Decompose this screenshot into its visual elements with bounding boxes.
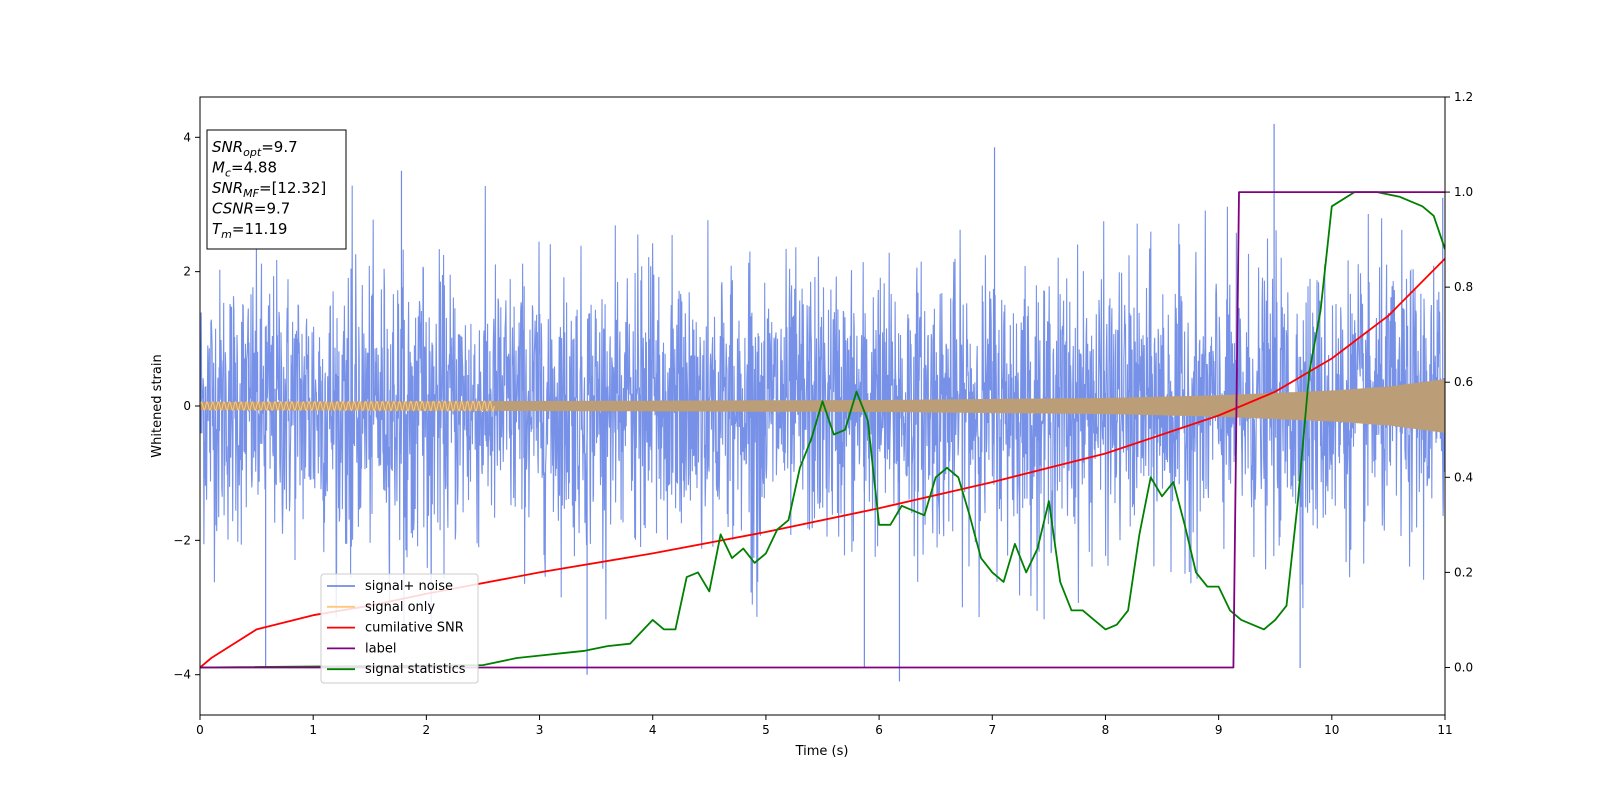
x-tick-label: 9 xyxy=(1215,723,1223,737)
cumulative-snr-line xyxy=(200,257,1445,669)
signal-statistics-line xyxy=(200,191,1445,669)
y-right-tick-label: 1.2 xyxy=(1454,90,1473,104)
signal-statistics-series xyxy=(200,191,1445,669)
x-tick-label: 2 xyxy=(423,723,431,737)
y-right-tick-label: 0.0 xyxy=(1454,660,1473,674)
x-tick-label: 11 xyxy=(1437,723,1452,737)
legend-label: signal only xyxy=(365,600,435,615)
y-left-tick-label: −4 xyxy=(173,668,191,682)
legend-label: signal+ noise xyxy=(365,579,453,594)
y-axis-left: −4 −2 0 2 4 xyxy=(173,130,200,682)
x-tick-label: 10 xyxy=(1324,723,1339,737)
x-axis: 0 1 2 3 4 5 6 7 8 9 10 11 xyxy=(196,715,1453,737)
info-box-frame xyxy=(206,129,347,250)
legend-label: cumilative SNR xyxy=(365,621,464,636)
y-left-tick-label: 2 xyxy=(183,265,191,279)
y-right-tick-label: 1.0 xyxy=(1454,185,1473,199)
label-line xyxy=(200,191,1445,669)
y-right-tick-label: 0.6 xyxy=(1454,375,1473,389)
signal-only-series xyxy=(200,379,1445,433)
y-right-tick-label: 0.8 xyxy=(1454,280,1473,294)
info-line: Mc=4.88 xyxy=(212,159,277,180)
x-tick-label: 3 xyxy=(536,723,544,737)
info-line: CSNR=9.7 xyxy=(212,200,290,218)
legend-label: signal statistics xyxy=(365,662,466,677)
x-tick-label: 8 xyxy=(1102,723,1110,737)
x-axis-label: Time (s) xyxy=(795,744,849,759)
cumulative-snr-series xyxy=(200,257,1445,669)
y-right-tick-label: 0.4 xyxy=(1454,470,1473,484)
label-series xyxy=(200,191,1445,669)
info-line: SNRMF=[12.32] xyxy=(212,179,326,200)
x-tick-label: 6 xyxy=(875,723,883,737)
y-right-tick-label: 0.2 xyxy=(1454,565,1473,579)
y-left-tick-label: 0 xyxy=(183,399,191,413)
y-axis-right: 0.0 0.2 0.4 0.6 0.8 1.0 1.2 xyxy=(1445,90,1473,674)
x-tick-label: 0 xyxy=(196,723,204,737)
x-tick-label: 5 xyxy=(762,723,770,737)
x-tick-label: 1 xyxy=(309,723,317,737)
info-line: SNRopt=9.7 xyxy=(212,138,298,159)
signal-only-band xyxy=(200,379,1445,433)
signal-only-line xyxy=(200,400,495,412)
legend: signal+ noise signal only cumilative SNR la… xyxy=(320,573,479,684)
x-tick-label: 4 xyxy=(649,723,657,737)
y-left-tick-label: −2 xyxy=(173,533,191,547)
y-left-tick-label: 4 xyxy=(183,130,191,144)
info-line: Tm=11.19 xyxy=(212,220,287,241)
legend-label: label xyxy=(365,641,396,656)
x-tick-label: 7 xyxy=(988,723,996,737)
y-axis-label: Whitened strain xyxy=(150,354,165,457)
plot-area xyxy=(200,123,1445,682)
legend-frame xyxy=(320,573,479,684)
